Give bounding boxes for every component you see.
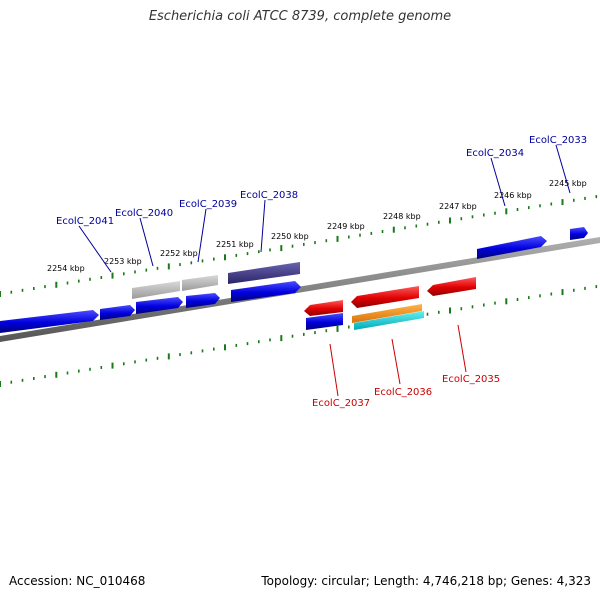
reverse-genes <box>304 277 476 330</box>
scale-label-2251: 2251 kbp <box>216 240 254 249</box>
gene-label[interactable]: EcolC_2039 <box>179 199 237 210</box>
scale-ticks-upper <box>0 195 598 297</box>
gene-feature[interactable] <box>477 236 547 259</box>
upper-track-features <box>132 262 300 299</box>
gene-feature[interactable] <box>0 310 99 333</box>
forward-genes <box>0 227 588 333</box>
scale-label-2254: 2254 kbp <box>47 264 85 273</box>
gene-feature[interactable] <box>306 313 343 330</box>
gene-label[interactable]: EcolC_2036 <box>374 387 432 398</box>
gene-feature[interactable] <box>132 281 180 299</box>
gene-feature[interactable] <box>354 311 424 330</box>
genome-backbone <box>0 237 600 342</box>
gene-feature[interactable] <box>352 304 422 323</box>
gene-feature[interactable] <box>100 305 135 320</box>
gene-feature[interactable] <box>304 300 343 316</box>
gene-feature[interactable] <box>136 297 183 314</box>
gene-feature[interactable] <box>427 277 476 296</box>
scale-label-2252: 2252 kbp <box>160 249 198 258</box>
map-title: Escherichia coli ATCC 8739, complete gen… <box>148 9 452 24</box>
label-leaders <box>78 144 571 397</box>
gene-label[interactable]: EcolC_2033 <box>529 135 587 146</box>
accession-text: Accession: NC_010468 <box>9 574 146 588</box>
scale-label-2253: 2253 kbp <box>104 257 142 266</box>
scale-labels: 2254 kbp 2253 kbp 2252 kbp 2251 kbp 2250… <box>47 179 587 273</box>
scale-label-2249: 2249 kbp <box>327 222 365 231</box>
gene-feature[interactable] <box>570 227 588 240</box>
gene-label[interactable]: EcolC_2038 <box>240 190 298 201</box>
scale-label-2250: 2250 kbp <box>271 232 309 241</box>
scale-label-2247: 2247 kbp <box>439 202 477 211</box>
gene-feature[interactable] <box>182 275 218 291</box>
gene-feature[interactable] <box>231 281 301 302</box>
scale-ticks-lower <box>0 285 598 387</box>
scale-label-2246: 2246 kbp <box>494 191 532 200</box>
gene-label[interactable]: EcolC_2040 <box>115 208 173 219</box>
gene-label[interactable]: EcolC_2037 <box>312 398 370 409</box>
gene-feature[interactable] <box>186 293 220 308</box>
scale-label-2245: 2245 kbp <box>549 179 587 188</box>
gene-label[interactable]: EcolC_2041 <box>56 216 114 227</box>
scale-label-2248: 2248 kbp <box>383 212 421 221</box>
genome-summary-text: Topology: circular; Length: 4,746,218 bp… <box>261 574 591 588</box>
gene-feature[interactable] <box>228 262 300 284</box>
gene-labels: EcolC_2041 EcolC_2040 EcolC_2039 EcolC_2… <box>56 135 587 409</box>
gene-label[interactable]: EcolC_2035 <box>442 374 500 385</box>
gene-feature[interactable] <box>351 286 419 308</box>
gene-label[interactable]: EcolC_2034 <box>466 148 524 159</box>
